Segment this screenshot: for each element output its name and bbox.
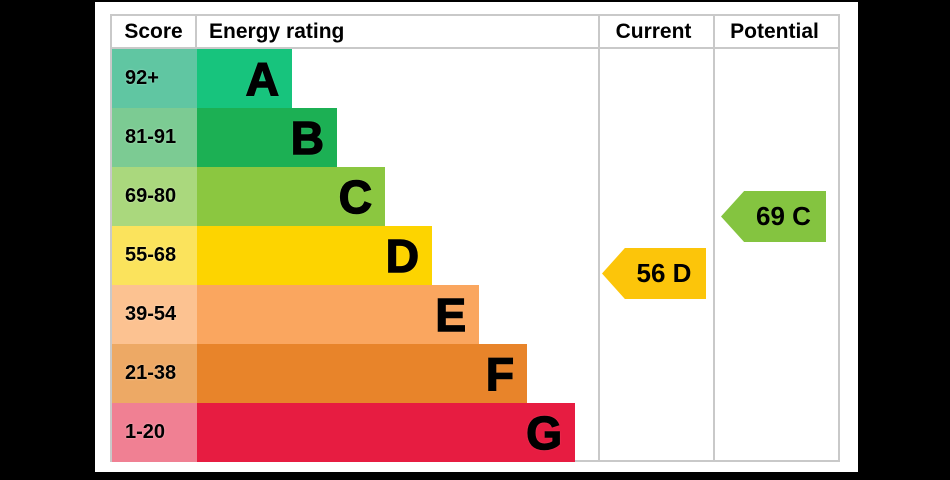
band-row: 39-54 E — [112, 285, 838, 344]
epc-rating-table: Score Energy rating Current Potential 92… — [110, 14, 840, 462]
column-divider-current — [598, 16, 600, 460]
header-score: Score — [112, 16, 197, 47]
rating-bar: B — [197, 108, 337, 167]
band-row: 92+ A — [112, 49, 838, 108]
band-letter: D — [385, 229, 420, 282]
band-row: 1-20 G — [112, 403, 838, 462]
band-row: 69-80 C — [112, 167, 838, 226]
band-letter: C — [338, 170, 373, 223]
rating-bar: F — [197, 344, 527, 403]
epc-panel: Score Energy rating Current Potential 92… — [95, 2, 858, 472]
rating-bar: E — [197, 285, 479, 344]
score-cell: 55-68 — [112, 226, 197, 285]
band-letter: E — [435, 288, 467, 341]
header-potential: Potential — [730, 19, 819, 43]
score-cell: 69-80 — [112, 167, 197, 226]
potential-rating-arrow: 69 C — [721, 191, 826, 242]
band-row: 21-38 F — [112, 344, 838, 403]
band-letter: B — [290, 111, 325, 164]
current-rating-arrow: 56 D — [602, 248, 706, 299]
rating-bar: G — [197, 403, 575, 462]
table-header-row: Score Energy rating Current Potential — [112, 16, 838, 49]
rating-bar: D — [197, 226, 432, 285]
score-cell: 39-54 — [112, 285, 197, 344]
band-letter: G — [525, 406, 562, 459]
band-letter: F — [485, 347, 515, 400]
band-rows: 92+ A 81-91 B 69-80 C 55-68 D 39-54 E 21… — [112, 49, 838, 462]
rating-bar: C — [197, 167, 385, 226]
potential-rating-label: 69 C — [756, 201, 811, 231]
header-current: Current — [615, 19, 692, 43]
band-letter: A — [245, 52, 280, 105]
column-divider-potential — [713, 16, 715, 460]
score-cell: 92+ — [112, 49, 197, 108]
band-row: 81-91 B — [112, 108, 838, 167]
rating-bar: A — [197, 49, 292, 108]
current-rating-label: 56 D — [636, 258, 692, 288]
score-cell: 81-91 — [112, 108, 197, 167]
band-row: 55-68 D — [112, 226, 838, 285]
header-energy-rating: Energy rating — [209, 19, 345, 43]
score-cell: 21-38 — [112, 344, 197, 403]
score-cell: 1-20 — [112, 403, 197, 462]
